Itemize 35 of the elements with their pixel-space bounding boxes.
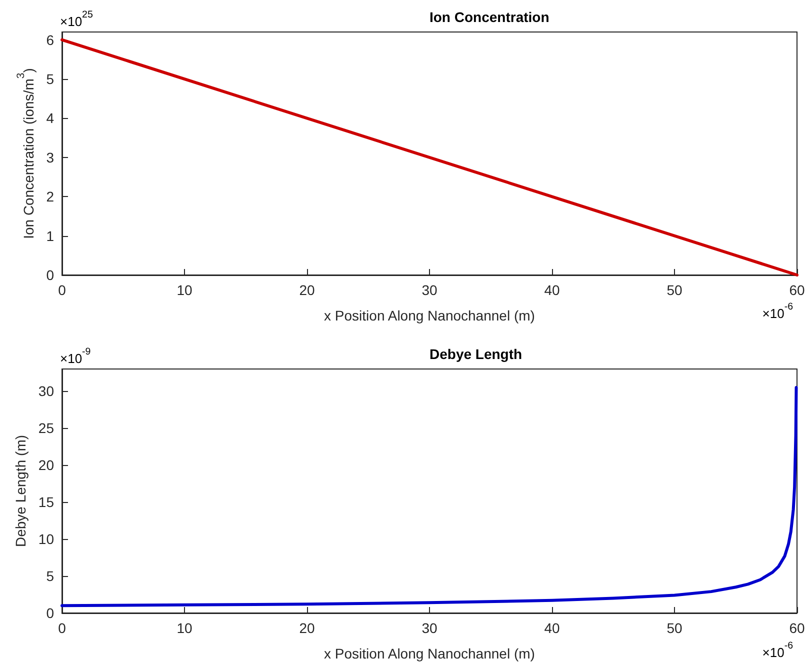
x-tick-label: 10	[176, 620, 192, 636]
x-axis-title: x Position Along Nanochannel (m)	[324, 308, 535, 324]
y-tick-label: 10	[38, 531, 54, 548]
x-tick-label: 10	[176, 282, 192, 298]
x-tick-label: 30	[422, 620, 438, 636]
chart-title: Debye Length	[429, 346, 522, 362]
y-tick-label: 6	[46, 32, 54, 48]
x-tick-label: 50	[666, 282, 682, 298]
x-tick-label: 30	[422, 282, 438, 298]
y-tick-label: 5	[46, 568, 54, 584]
x-axis-title: x Position Along Nanochannel (m)	[324, 646, 535, 662]
chart-title: Ion Concentration	[429, 9, 550, 25]
y-tick-label: 25	[38, 420, 54, 436]
y-axis-title: Ion Concentration (ions/m3)	[15, 68, 36, 239]
x-tick-label: 50	[666, 620, 682, 636]
y-axis-title: Debye Length (m)	[12, 434, 29, 548]
line-series	[60, 386, 798, 608]
x-tick-label: 40	[544, 620, 560, 636]
y-tick-label: 4	[46, 110, 54, 126]
y-tick-label: 30	[38, 383, 54, 400]
x-tick-label: 40	[544, 282, 560, 298]
x-tick-label: 20	[299, 620, 315, 636]
x-tick-label: 0	[58, 282, 66, 298]
y-tick-label: 15	[38, 494, 54, 510]
x-tick-label: 60	[789, 620, 805, 636]
y-tick-label: 0	[46, 267, 54, 283]
y-tick-label: 20	[38, 457, 54, 474]
x-tick-label: 0	[58, 620, 66, 636]
y-tick-label: 3	[46, 149, 54, 166]
x-tick-label: 20	[299, 282, 315, 298]
y-tick-label: 1	[46, 228, 54, 244]
y-tick-label: 2	[46, 188, 54, 205]
y-tick-label: 5	[46, 71, 54, 88]
x-tick-label: 60	[789, 282, 805, 298]
y-tick-label: 0	[46, 605, 54, 621]
